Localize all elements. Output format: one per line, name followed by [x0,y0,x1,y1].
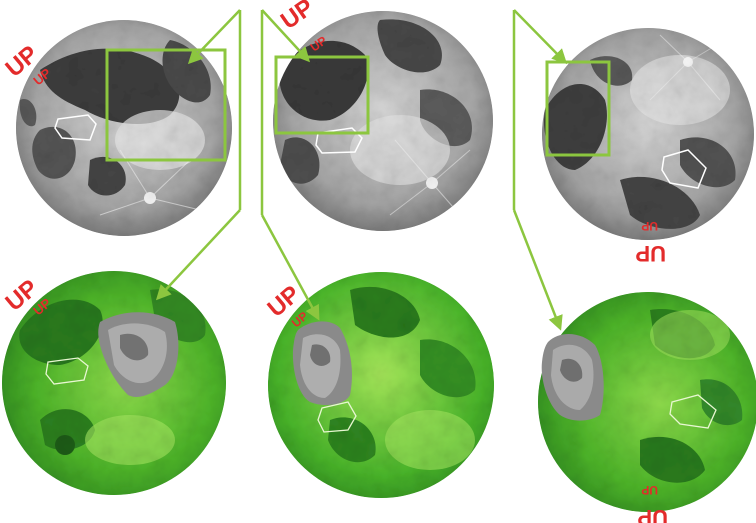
up-label-large: UP [637,505,668,523]
connector-arrows [155,9,568,331]
moon-bottom-left [2,271,226,495]
zoom-box [105,48,227,162]
up-label-small: UP [641,483,658,497]
arrow [261,9,311,63]
arrow [260,214,320,321]
arrow [512,209,563,331]
arrow [155,209,241,301]
landing-site-outline [317,401,357,433]
up-label-small: UP [641,219,658,233]
landing-site-outline [45,357,89,385]
landing-site-outline [54,114,97,141]
up-label-large: UP [276,0,319,35]
zoom-box [274,55,370,135]
moon-top-left [16,20,232,236]
landing-site-outline [315,127,363,154]
moon-top-middle [273,11,493,231]
arrow [513,9,568,65]
landing-site-outline [661,149,707,189]
moon-bottom-middle [268,272,494,498]
moon-bottom-right [538,292,756,512]
arrow [187,9,241,65]
zoom-box [545,60,611,157]
moon-top-right [542,28,754,240]
up-label-large: UP [635,241,666,266]
landing-site-outline [669,394,717,429]
